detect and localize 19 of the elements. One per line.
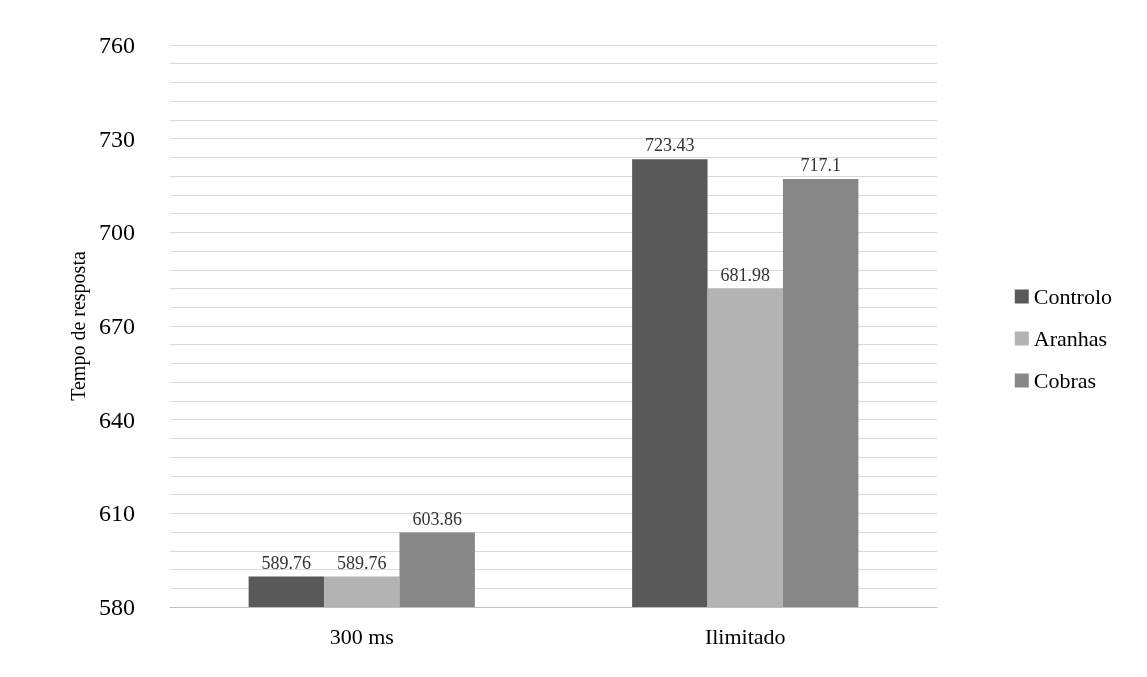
y-tick-label: 640 — [99, 406, 135, 433]
x-tick-label: Ilimitado — [704, 623, 786, 649]
legend-label: Cobras — [1033, 368, 1097, 393]
legend-label: Controlo — [1033, 284, 1113, 309]
data-label: 723.43 — [645, 135, 695, 156]
data-label: 589.76 — [337, 552, 387, 573]
legend-label: Aranhas — [1033, 326, 1108, 351]
y-tick-label: 670 — [99, 313, 135, 339]
y-tick-label: 610 — [99, 500, 135, 527]
y-tick-label: 730 — [99, 125, 135, 152]
y-tick-label: 700 — [99, 219, 135, 246]
data-label: 589.76 — [261, 552, 312, 573]
data-label: 717.1 — [800, 154, 841, 175]
y-axis-title: Tempo de resposta — [67, 251, 91, 401]
x-tick-label: 300 ms — [329, 623, 394, 649]
data-label: 603.86 — [412, 508, 462, 529]
y-tick-label: 580 — [99, 594, 135, 620]
y-tick-label: 760 — [99, 32, 135, 58]
data-label: 681.98 — [720, 264, 770, 285]
